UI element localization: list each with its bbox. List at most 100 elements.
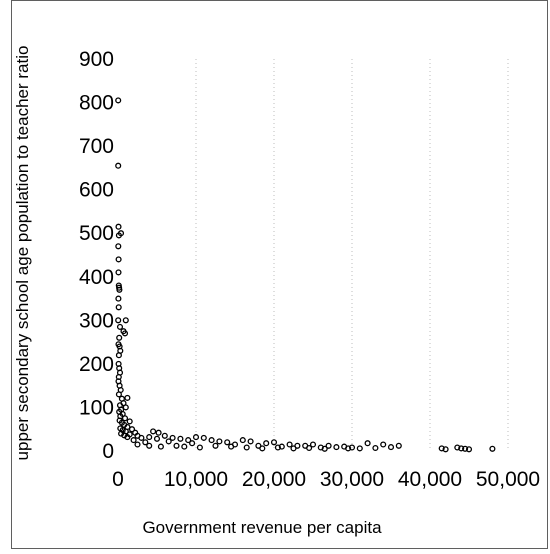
data-point: [196, 444, 203, 451]
data-point: [290, 445, 297, 452]
data-point: [115, 295, 122, 302]
data-point: [128, 426, 136, 433]
data-point: [462, 445, 469, 452]
data-point: [134, 441, 141, 448]
data-point: [309, 441, 317, 448]
y-tick-label: 300: [79, 309, 114, 332]
data-point: [442, 446, 449, 453]
x-tick-labels: 0 10,000 20,000 30,000 40,000 50,000: [112, 468, 540, 491]
data-point: [224, 439, 231, 446]
data-point: [356, 445, 363, 452]
data-point: [458, 445, 465, 452]
data-point: [169, 434, 176, 441]
data-point: [325, 442, 332, 449]
data-point: [142, 439, 149, 446]
data-point: [115, 97, 122, 104]
y-tick-labels: 0 100 200 300 400 500 600 700 800 900: [79, 48, 114, 463]
y-tick-label: 700: [79, 135, 114, 158]
data-point: [126, 418, 133, 425]
x-tick-label: 30,000: [320, 468, 384, 491]
data-point: [115, 352, 122, 359]
data-point: [181, 443, 188, 450]
data-point: [121, 330, 129, 337]
data-point: [146, 442, 153, 449]
data-point: [117, 230, 125, 237]
data-point: [212, 442, 219, 449]
gridlines: [195, 59, 509, 451]
data-point: [124, 394, 131, 401]
data-point: [130, 437, 137, 444]
x-tick-label: 10,000: [164, 468, 228, 491]
data-point: [247, 438, 254, 445]
data-point: [165, 438, 172, 445]
y-tick-label: 500: [79, 222, 114, 245]
data-point: [121, 415, 129, 422]
data-point: [263, 440, 270, 447]
data-point: [239, 437, 246, 444]
data-point: [438, 445, 445, 452]
y-tick-label: 400: [79, 266, 114, 289]
data-point: [286, 441, 293, 448]
data-point: [146, 434, 153, 441]
data-point: [122, 317, 129, 324]
data-point: [380, 441, 387, 448]
data-point: [173, 442, 180, 449]
y-tick-label: 600: [79, 179, 114, 202]
data-point: [364, 440, 371, 447]
data-point: [115, 243, 122, 250]
data-points: [115, 97, 496, 453]
data-point: [192, 434, 200, 441]
data-point: [150, 428, 157, 435]
data-point: [372, 444, 379, 452]
data-point: [200, 434, 207, 441]
data-point: [216, 438, 223, 445]
data-point: [208, 437, 215, 444]
data-point: [189, 440, 196, 447]
data-point: [259, 445, 266, 452]
data-point: [115, 304, 122, 311]
data-point: [345, 445, 352, 452]
data-point: [155, 429, 162, 436]
x-axis-label: Government revenue per capita: [142, 518, 382, 537]
y-tick-label: 0: [102, 440, 114, 463]
data-point: [185, 437, 192, 444]
data-point: [115, 223, 122, 230]
x-tick-label: 20,000: [242, 468, 306, 491]
data-point: [278, 443, 285, 450]
data-point: [122, 404, 129, 411]
data-point: [243, 444, 250, 451]
x-tick-label: 50,000: [476, 468, 540, 491]
data-point: [348, 444, 356, 451]
data-point: [138, 434, 145, 441]
data-point: [306, 444, 313, 452]
data-point: [115, 317, 122, 324]
data-point: [274, 444, 281, 451]
data-point: [115, 269, 122, 276]
data-point: [321, 445, 328, 452]
data-point: [395, 442, 402, 449]
data-point: [387, 444, 395, 451]
x-tick-label: 0: [112, 468, 124, 491]
data-point: [116, 323, 124, 330]
data-point: [116, 334, 123, 341]
data-point: [454, 444, 461, 451]
data-point: [489, 445, 496, 452]
data-point: [157, 443, 164, 450]
y-tick-label: 800: [79, 92, 114, 115]
data-point: [270, 439, 278, 446]
data-point: [153, 435, 161, 442]
y-axis-label: upper secondary school age population to…: [13, 46, 32, 461]
data-point: [465, 446, 473, 453]
y-tick-label: 900: [79, 48, 114, 71]
data-point: [228, 443, 235, 450]
data-point: [333, 444, 340, 451]
data-point: [115, 162, 122, 169]
data-point: [115, 391, 122, 398]
y-tick-label: 200: [79, 353, 114, 376]
y-tick-label: 100: [79, 396, 114, 419]
data-point: [124, 434, 131, 441]
chart-frame: 0 100 200 300 400 500 600 700 800 900 0 10,000 20,0…: [11, 0, 548, 549]
x-tick-label: 40,000: [398, 468, 462, 491]
data-point: [115, 256, 122, 263]
scatter-chart: 0 100 200 300 400 500 600 700 800 900 0 10,000 20,0…: [13, 46, 540, 537]
